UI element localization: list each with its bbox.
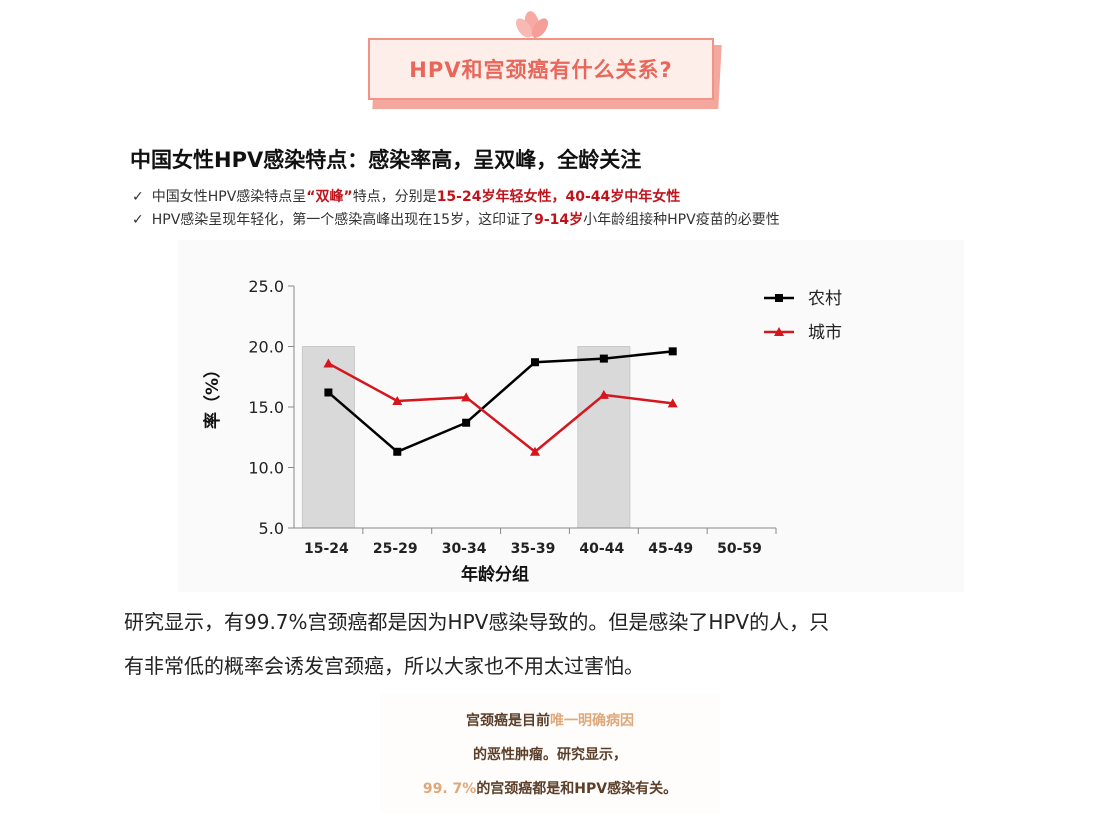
y-tick-label: 5.0 <box>259 519 284 538</box>
section-banner: HPV和宫颈癌有什么关系? <box>368 38 714 100</box>
data-point <box>598 389 609 399</box>
data-point <box>599 354 608 363</box>
banner-title: HPV和宫颈癌有什么关系? <box>409 58 673 82</box>
x-tick-label: 50-59 <box>717 541 762 557</box>
bullet-2-text: HPV感染呈现年轻化，第一个感染高峰出现在15岁，这印证了 <box>151 212 535 228</box>
check-icon: ✓ <box>132 212 144 228</box>
y-tick-label: 20.0 <box>248 338 284 357</box>
bullet-2-highlight-age: 9-14岁 <box>534 212 584 228</box>
data-point <box>392 395 403 405</box>
y-axis-title: 率（%） <box>202 361 223 429</box>
data-point <box>667 398 678 408</box>
highlight-band-15-24 <box>301 346 355 529</box>
x-tick-label: 35-39 <box>511 541 556 557</box>
y-tick-label: 15.0 <box>248 398 284 417</box>
bullet-2: ✓ HPV感染呈现年轻化，第一个感染高峰出现在15岁，这印证了9-14岁小年龄组接… <box>132 209 780 229</box>
bullet-1-highlight-double-peak: “双峰” <box>306 189 353 205</box>
quote-line-1: 宫颈癌是目前唯一明确病因 <box>466 713 634 729</box>
y-tick-label: 25.0 <box>248 277 284 296</box>
bullet-1-text: 中国女性HPV感染特点呈 <box>151 189 307 205</box>
quote-card: 宫颈癌是目前唯一明确病因 的恶性肿瘤。研究显示， 99. 7%的宫颈癌都是和HP… <box>380 694 720 814</box>
data-point <box>462 418 471 427</box>
data-point <box>323 358 334 368</box>
quote-line-3: 99. 7%的宫颈癌都是和HPV感染有关。 <box>422 781 678 797</box>
check-icon: ✓ <box>132 189 144 205</box>
series-line-1 <box>327 362 673 454</box>
article-line-1: 研究显示，有99.7%宫颈癌都是因为HPV感染导致的。但是感染了HPV的人，只 <box>124 610 830 634</box>
bullet-1-highlight-middle: 40-44岁中年女性 <box>565 189 681 205</box>
bullet-2-text-post: 小年龄组接种HPV疫苗的必要性 <box>583 212 780 228</box>
x-tick-label: 30-34 <box>442 541 487 557</box>
x-tick-label: 45-49 <box>648 541 693 557</box>
data-point <box>668 347 677 356</box>
quote-line-2: 的恶性肿瘤。研究显示， <box>473 747 627 763</box>
highlight-band-40-44 <box>577 346 631 529</box>
data-point <box>324 388 333 397</box>
x-tick-label: 40-44 <box>579 541 624 557</box>
x-tick-label: 25-29 <box>373 541 418 557</box>
data-point <box>461 392 472 402</box>
slide-title: 中国女性HPV感染特点：感染率高，呈双峰，全龄关注 <box>130 148 642 172</box>
data-point <box>531 358 539 367</box>
bullet-1-text-mid: 特点，分别是 <box>352 189 437 205</box>
data-point <box>393 447 402 456</box>
bullet-1: ✓ 中国女性HPV感染特点呈“双峰”特点，分别是15-24岁年轻女性，40-44岁… <box>132 186 680 206</box>
bullet-1-sep: ， <box>551 189 566 205</box>
data-point <box>530 446 540 456</box>
bullet-1-highlight-young: 15-24岁年轻女性 <box>436 189 552 205</box>
legend-label-1: 城市 <box>808 323 842 343</box>
legend-marker-1 <box>774 327 784 336</box>
x-tick-label: 15-24 <box>304 541 349 557</box>
legend-marker-0 <box>775 294 783 302</box>
legend-label-0: 农村 <box>808 289 842 309</box>
hpv-line-chart: 5.0 10.0 15.0 20.0 25.0 15-24 25-29 30-34 35-39 4… <box>202 277 842 585</box>
series-line-0 <box>327 350 673 454</box>
x-axis-title: 年龄分组 <box>461 564 529 585</box>
y-tick-label: 10.0 <box>248 459 284 478</box>
article-line-2: 有非常低的概率会诱发宫颈癌，所以大家也不用太过害怕。 <box>124 654 644 678</box>
